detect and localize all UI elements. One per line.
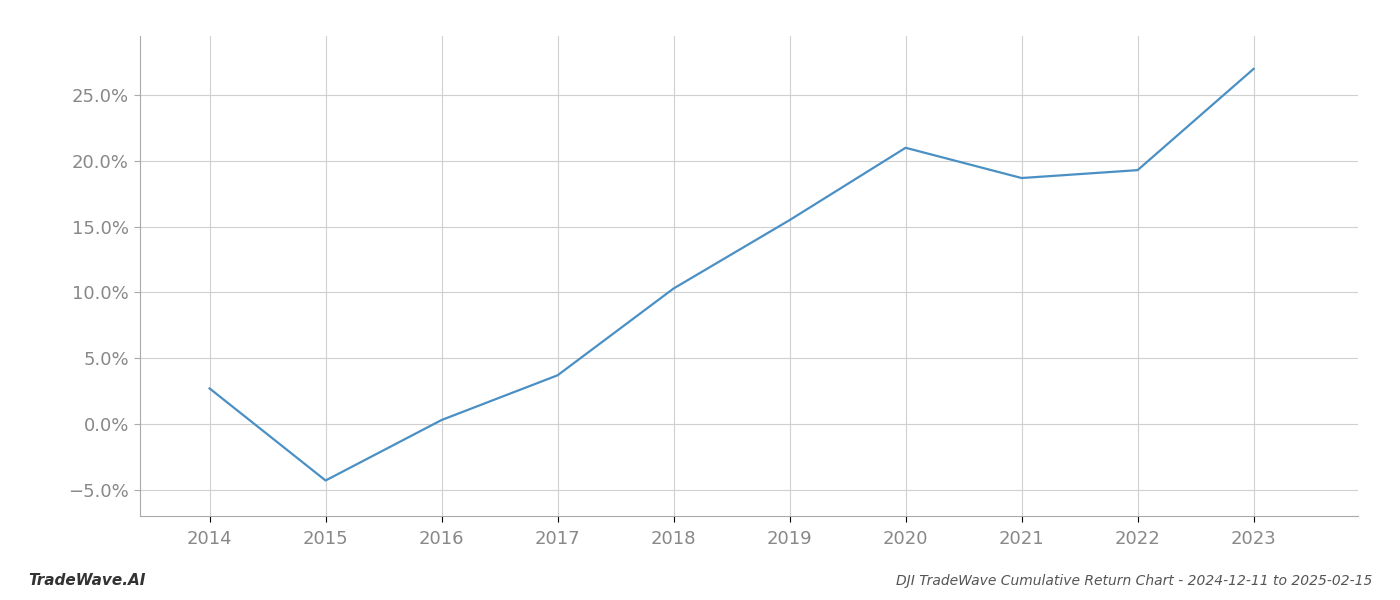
Text: TradeWave.AI: TradeWave.AI [28, 573, 146, 588]
Text: DJI TradeWave Cumulative Return Chart - 2024-12-11 to 2025-02-15: DJI TradeWave Cumulative Return Chart - … [896, 574, 1372, 588]
